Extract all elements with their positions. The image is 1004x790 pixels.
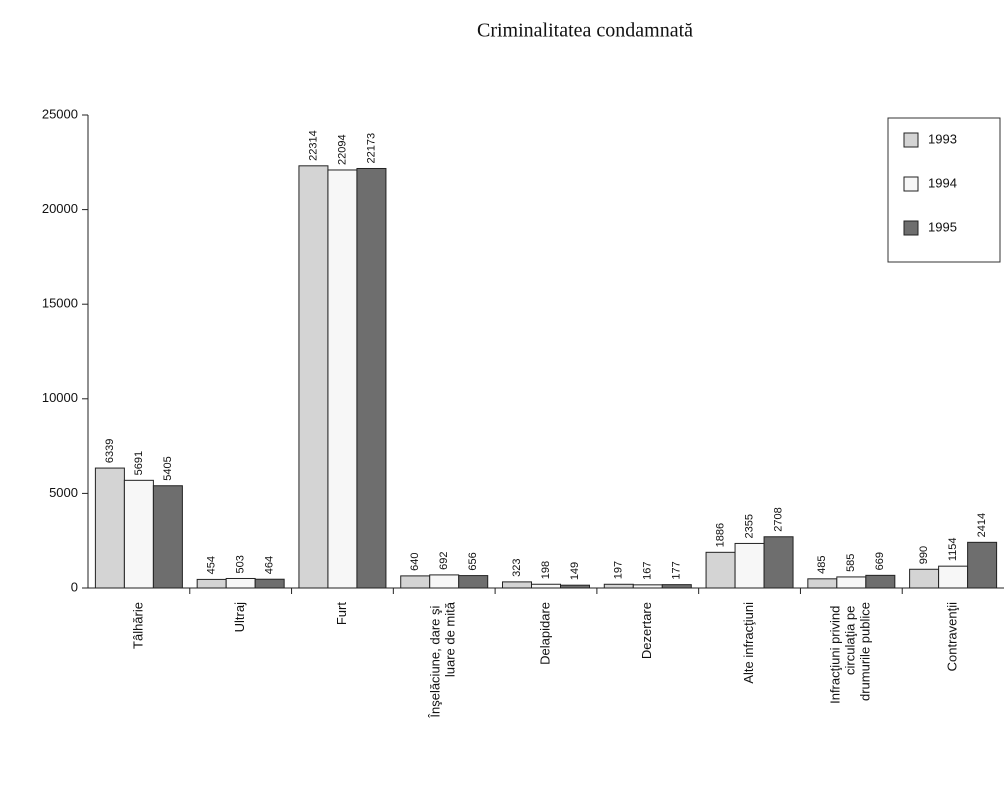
legend-swatch (903, 132, 919, 148)
value-label: 692 (438, 552, 450, 570)
legend-label: 1994 (928, 175, 957, 190)
legend-label: 1995 (928, 219, 957, 234)
bar (458, 575, 489, 589)
value-label: 2414 (976, 513, 988, 537)
value-label: 1886 (714, 523, 726, 547)
value-label: 485 (816, 555, 828, 573)
bar (763, 536, 794, 589)
y-tick-label: 0 (71, 579, 78, 594)
value-label: 6339 (104, 439, 116, 463)
bar (225, 577, 256, 589)
value-label: 177 (671, 561, 683, 579)
value-label: 323 (511, 559, 523, 577)
x-tick-label: Furt (334, 602, 349, 626)
x-tick-label: Înşelăciune, dare şi luare de mită (428, 601, 458, 718)
value-label: 149 (569, 562, 581, 580)
value-label: 454 (206, 556, 218, 574)
value-label: 5405 (162, 456, 174, 480)
x-tick-label: Infracţiuni privind circulaţia pe drumur… (828, 602, 873, 704)
legend-swatch (903, 220, 919, 236)
value-label: 585 (845, 554, 857, 572)
y-tick-label: 5000 (49, 485, 78, 500)
bar (909, 568, 940, 589)
y-tick-label: 10000 (42, 390, 78, 405)
bar (298, 165, 329, 589)
y-tick-label: 20000 (42, 201, 78, 216)
x-tick-label: Alte infracţiuni (741, 602, 756, 684)
value-label: 640 (409, 553, 421, 571)
x-tick-label: Contravenţii (945, 602, 960, 671)
y-tick-label: 15000 (42, 296, 78, 311)
value-label: 2355 (743, 514, 755, 538)
bar (531, 583, 561, 589)
bar (705, 551, 736, 589)
bar (429, 574, 460, 589)
value-label: 656 (467, 552, 479, 570)
bar (502, 581, 532, 589)
bar (734, 542, 765, 589)
legend-label: 1993 (928, 131, 957, 146)
bar (254, 578, 285, 589)
chart-title: Criminalitatea condamnată (477, 20, 693, 42)
bar (967, 541, 998, 589)
value-label: 464 (264, 556, 276, 574)
value-label: 22173 (365, 133, 377, 164)
value-label: 669 (874, 552, 886, 570)
value-label: 503 (235, 555, 247, 573)
x-tick-label: Ultraj (232, 602, 247, 632)
bar (560, 584, 590, 589)
value-label: 197 (613, 561, 625, 579)
bar (327, 169, 358, 589)
value-label: 5691 (133, 451, 145, 475)
bar (152, 485, 183, 589)
bar (94, 467, 125, 589)
value-label: 167 (642, 561, 654, 579)
value-label: 2708 (772, 507, 784, 531)
bar (196, 578, 227, 589)
x-tick-label: Delapidare (537, 602, 552, 665)
value-label: 198 (540, 561, 552, 579)
value-label: 22314 (307, 130, 319, 161)
bar (865, 574, 896, 589)
bar (632, 584, 663, 589)
bar (356, 167, 387, 589)
bar (807, 578, 838, 589)
bar (938, 565, 969, 589)
bar (661, 584, 692, 589)
value-label: 1154 (947, 538, 959, 562)
bar (836, 576, 867, 589)
y-tick-label: 25000 (42, 106, 78, 121)
value-label: 990 (918, 546, 930, 564)
bar (603, 583, 634, 589)
bar (123, 479, 154, 589)
value-label: 22094 (336, 134, 348, 165)
legend-swatch (903, 176, 919, 192)
x-tick-label: Tâlhărie (130, 602, 145, 649)
x-tick-label: Dezertare (639, 602, 654, 659)
bar (400, 575, 431, 589)
